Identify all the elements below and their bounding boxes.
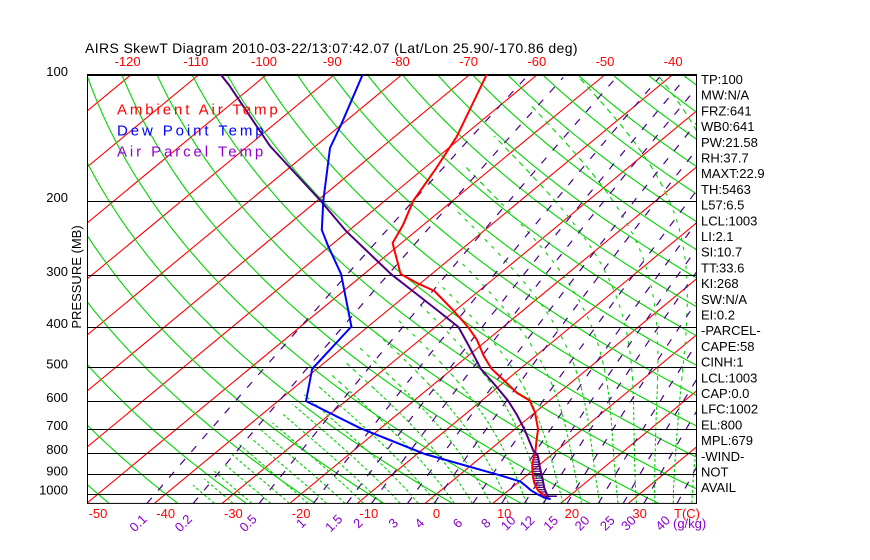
svg-text:MW:N/A: MW:N/A — [701, 88, 749, 103]
svg-text:-100: -100 — [251, 54, 277, 69]
svg-text:EI:0.2: EI:0.2 — [701, 308, 735, 323]
svg-text:-PARCEL-: -PARCEL- — [701, 323, 761, 338]
svg-text:-60: -60 — [527, 54, 546, 69]
svg-text:L57:6.5: L57:6.5 — [701, 198, 744, 213]
svg-text:-110: -110 — [183, 54, 208, 69]
svg-text:CAP:0.0: CAP:0.0 — [701, 386, 749, 401]
svg-text:-20: -20 — [292, 506, 311, 521]
svg-text:-40: -40 — [664, 54, 683, 69]
svg-text:-80: -80 — [391, 54, 410, 69]
svg-text:(g/kg): (g/kg) — [673, 516, 706, 531]
svg-text:SI:10.7: SI:10.7 — [701, 245, 742, 260]
svg-text:CAPE:58: CAPE:58 — [701, 339, 754, 354]
svg-text:PRESSURE (MB): PRESSURE (MB) — [69, 225, 84, 328]
svg-text:RH:37.7: RH:37.7 — [701, 151, 749, 166]
svg-text:PW:21.58: PW:21.58 — [701, 135, 758, 150]
svg-text:AVAIL: AVAIL — [701, 480, 736, 495]
svg-text:KI:268: KI:268 — [701, 276, 739, 291]
svg-text:-30: -30 — [224, 506, 243, 521]
svg-text:10: 10 — [497, 506, 511, 521]
svg-text:900: 900 — [46, 464, 68, 479]
svg-text:-50: -50 — [596, 54, 615, 69]
svg-text:LCL:1003: LCL:1003 — [701, 213, 757, 228]
svg-text:0: 0 — [433, 506, 440, 521]
svg-text:LI:2.1: LI:2.1 — [701, 229, 734, 244]
svg-text:1000: 1000 — [39, 483, 68, 498]
svg-text:-10: -10 — [359, 506, 378, 521]
svg-text:400: 400 — [46, 316, 68, 331]
svg-text:MPL:679: MPL:679 — [701, 433, 753, 448]
svg-text:20: 20 — [565, 506, 579, 521]
svg-text:TH:5463: TH:5463 — [701, 182, 751, 197]
svg-text:30: 30 — [632, 506, 646, 521]
svg-text:AIRS SkewT Diagram 2010-03-22/: AIRS SkewT Diagram 2010-03-22/13:07:42.0… — [85, 40, 578, 56]
svg-text:300: 300 — [46, 264, 68, 279]
svg-text:WB0:641: WB0:641 — [701, 119, 754, 134]
svg-text:100: 100 — [46, 64, 68, 79]
svg-text:Dew Point Temp: Dew Point Temp — [117, 123, 267, 140]
svg-text:T(C): T(C) — [674, 506, 700, 521]
svg-text:SW:N/A: SW:N/A — [701, 292, 747, 307]
svg-text:TP:100: TP:100 — [701, 72, 743, 87]
svg-text:-50: -50 — [89, 506, 108, 521]
svg-text:Ambient Air Temp: Ambient Air Temp — [117, 102, 281, 119]
svg-text:-90: -90 — [323, 54, 342, 69]
svg-text:-70: -70 — [459, 54, 478, 69]
svg-text:600: 600 — [46, 390, 68, 405]
svg-text:LFC:1002: LFC:1002 — [701, 402, 758, 417]
svg-text:700: 700 — [46, 418, 68, 433]
svg-text:NOT: NOT — [701, 465, 729, 480]
svg-text:FRZ:641: FRZ:641 — [701, 103, 752, 118]
svg-text:-WIND-: -WIND- — [701, 449, 744, 464]
svg-text:CINH:1: CINH:1 — [701, 355, 744, 370]
svg-text:800: 800 — [46, 442, 68, 457]
svg-text:-120: -120 — [115, 54, 141, 69]
svg-text:-40: -40 — [156, 506, 175, 521]
svg-text:MAXT:22.9: MAXT:22.9 — [701, 166, 765, 181]
svg-text:Air Parcel Temp: Air Parcel Temp — [117, 144, 266, 161]
svg-text:TT:33.6: TT:33.6 — [701, 260, 744, 275]
svg-text:500: 500 — [46, 357, 68, 372]
svg-text:LCL:1003: LCL:1003 — [701, 370, 757, 385]
svg-text:200: 200 — [46, 190, 68, 205]
svg-text:EL:800: EL:800 — [701, 417, 742, 432]
